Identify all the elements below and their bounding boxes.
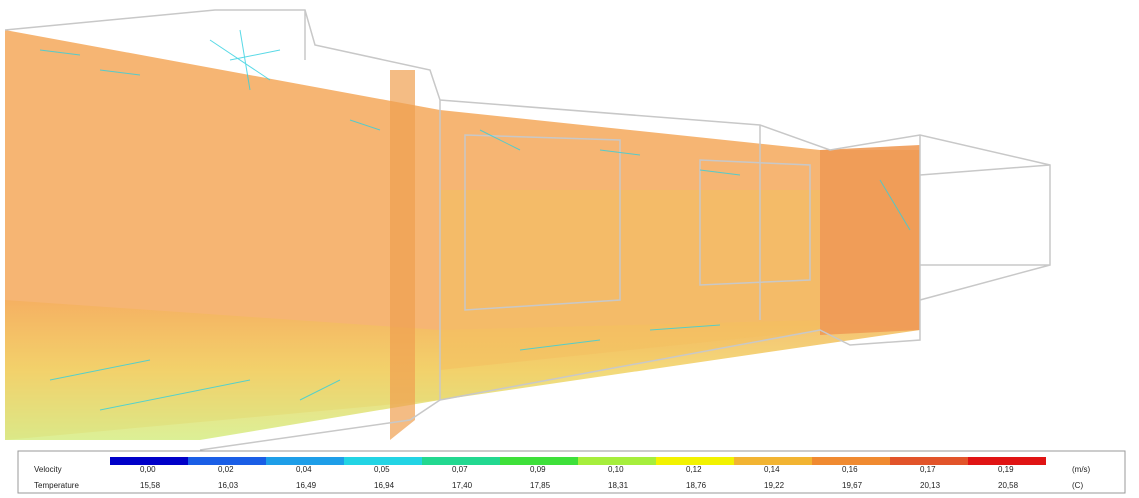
value-label: 19,67 xyxy=(842,481,863,490)
color-swatch xyxy=(656,457,734,465)
value-label: 16,03 xyxy=(218,481,239,490)
value-label: 0,12 xyxy=(686,465,702,474)
color-swatch xyxy=(968,457,1046,465)
color-swatch xyxy=(734,457,812,465)
value-label: 20,13 xyxy=(920,481,941,490)
value-label: 17,40 xyxy=(452,481,473,490)
color-swatch xyxy=(266,457,344,465)
color-swatch xyxy=(578,457,656,465)
row-label: Velocity xyxy=(34,465,62,474)
value-label: 17,85 xyxy=(530,481,551,490)
value-label: 0,19 xyxy=(998,465,1014,474)
value-label: 0,14 xyxy=(764,465,780,474)
value-label: 0,16 xyxy=(842,465,858,474)
value-label: 19,22 xyxy=(764,481,785,490)
color-swatch xyxy=(188,457,266,465)
page: Velocity 0,00 0,02 0,04 0,05 0,07 0,09 0,10 0,12… xyxy=(0,0,1139,498)
value-label: 0,09 xyxy=(530,465,546,474)
color-swatch xyxy=(890,457,968,465)
value-label: 0,05 xyxy=(374,465,390,474)
value-label: 18,76 xyxy=(686,481,707,490)
value-label: 15,58 xyxy=(140,481,161,490)
color-swatch xyxy=(110,457,188,465)
end-plane xyxy=(820,145,920,335)
section-plane xyxy=(390,70,415,440)
value-label: 18,31 xyxy=(608,481,629,490)
value-label: 0,07 xyxy=(452,465,468,474)
color-swatch xyxy=(422,457,500,465)
value-label: 0,04 xyxy=(296,465,312,474)
color-swatch xyxy=(812,457,890,465)
color-swatch xyxy=(500,457,578,465)
unit-label: (C) xyxy=(1072,481,1083,490)
value-label: 16,94 xyxy=(374,481,395,490)
color-swatch xyxy=(344,457,422,465)
value-label: 16,49 xyxy=(296,481,317,490)
cfd-view: Velocity 0,00 0,02 0,04 0,05 0,07 0,09 0,10 0,12… xyxy=(0,0,1139,498)
scene xyxy=(5,10,1050,450)
value-label: 0,17 xyxy=(920,465,936,474)
row-label: Temperature xyxy=(34,481,79,490)
unit-label: (m/s) xyxy=(1072,465,1091,474)
value-label: 0,00 xyxy=(140,465,156,474)
value-label: 0,02 xyxy=(218,465,234,474)
value-label: 20,58 xyxy=(998,481,1019,490)
value-label: 0,10 xyxy=(608,465,624,474)
